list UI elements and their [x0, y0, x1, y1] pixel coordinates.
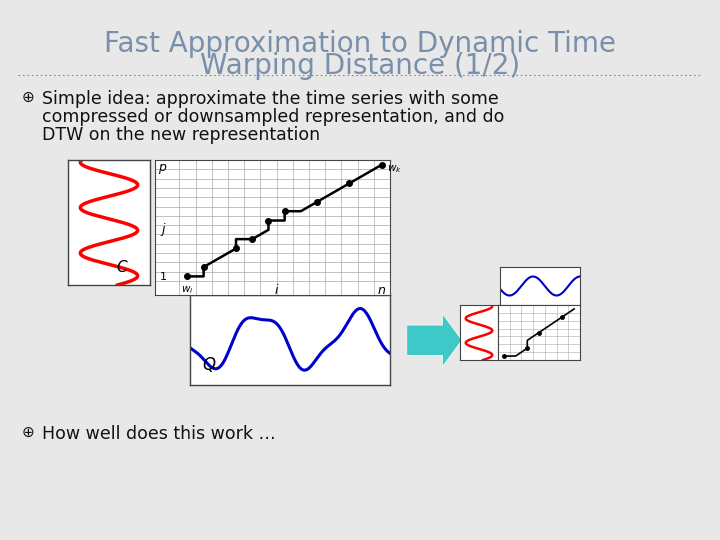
Text: Fast Approximation to Dynamic Time: Fast Approximation to Dynamic Time: [104, 30, 616, 58]
Text: $p$: $p$: [158, 163, 168, 177]
Text: $n$: $n$: [377, 284, 387, 297]
Text: DTW on the new representation: DTW on the new representation: [42, 126, 320, 144]
Text: $w_k$: $w_k$: [387, 164, 402, 175]
Text: $1$: $1$: [159, 271, 167, 282]
Text: ⊕: ⊕: [22, 90, 35, 105]
Text: ⊕: ⊕: [22, 425, 35, 440]
Text: $C$: $C$: [115, 260, 128, 275]
Text: $w_i$: $w_i$: [181, 285, 194, 296]
Text: Simple idea: approximate the time series with some: Simple idea: approximate the time series…: [42, 90, 499, 108]
Text: $Q$: $Q$: [202, 355, 217, 374]
Text: Warping Distance (1/2): Warping Distance (1/2): [200, 52, 520, 80]
Text: compressed or downsampled representation, and do: compressed or downsampled representation…: [42, 108, 505, 126]
FancyArrow shape: [407, 314, 462, 367]
Text: $i$: $i$: [274, 284, 279, 298]
Text: How well does this work …: How well does this work …: [42, 425, 276, 443]
Text: $j$: $j$: [160, 221, 166, 238]
